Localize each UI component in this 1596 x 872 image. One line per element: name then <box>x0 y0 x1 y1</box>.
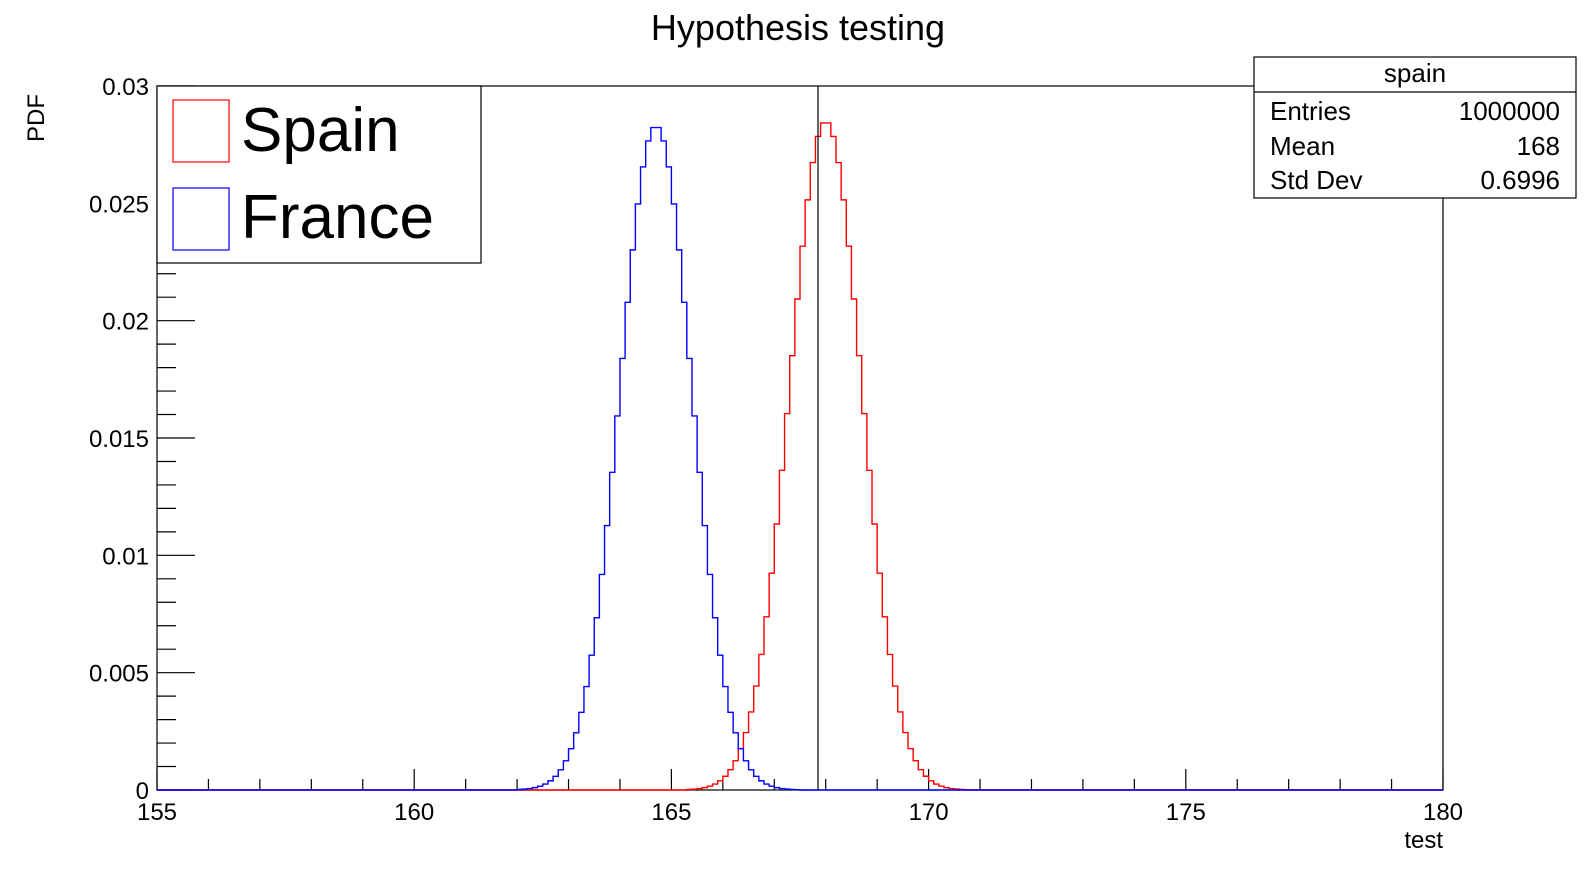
x-tick-label: 170 <box>909 799 949 826</box>
stats-value-stddev: 0.6996 <box>1480 165 1560 195</box>
y-tick-label: 0 <box>136 778 149 805</box>
legend-swatch-france <box>172 187 230 251</box>
y-tick-label: 0.015 <box>89 426 149 453</box>
y-axis: 0 0.005 0.01 0.015 0.02 0.025 0.03 <box>89 74 195 805</box>
chart-title: Hypothesis testing <box>651 7 945 48</box>
x-tick-label: 155 <box>137 799 177 826</box>
series-france-histogram <box>157 126 1443 791</box>
legend-swatch-spain <box>172 99 230 163</box>
y-tick-label: 0.005 <box>89 661 149 688</box>
legend-box <box>156 85 482 264</box>
y-tick-label: 0.02 <box>102 309 149 336</box>
series-layer <box>157 122 1443 791</box>
stats-value-mean: 168 <box>1517 131 1560 161</box>
stats-box: spain Entries 1000000 Mean 168 Std Dev 0… <box>1253 56 1577 199</box>
stats-box-frame <box>1253 56 1577 199</box>
x-tick-label: 165 <box>651 799 691 826</box>
stats-value-entries: 1000000 <box>1459 96 1560 126</box>
x-tick-label: 175 <box>1166 799 1206 826</box>
stats-box-title: spain <box>1384 58 1446 88</box>
legend: Spain France <box>156 85 482 264</box>
y-axis-label: PDF <box>23 94 50 142</box>
stats-label-entries: Entries <box>1270 96 1351 126</box>
x-tick-label: 180 <box>1423 799 1463 826</box>
legend-label-spain: Spain <box>241 96 400 165</box>
stats-label-mean: Mean <box>1270 131 1335 161</box>
x-axis-label: test <box>1404 827 1443 854</box>
legend-label-france: France <box>241 183 434 252</box>
y-tick-label: 0.025 <box>89 191 149 218</box>
x-axis: 155 160 165 170 175 180 <box>137 769 1463 826</box>
y-tick-label: 0.03 <box>102 74 149 101</box>
stats-label-stddev: Std Dev <box>1270 165 1363 195</box>
y-tick-label: 0.01 <box>102 543 149 570</box>
x-tick-label: 160 <box>394 799 434 826</box>
